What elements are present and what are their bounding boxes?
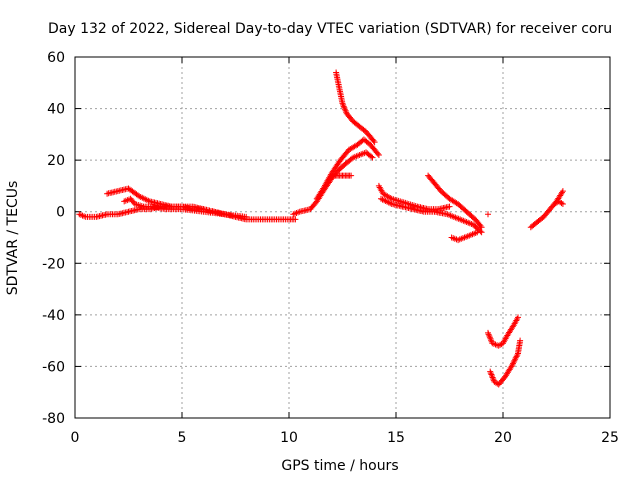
y-axis-label: SDTVAR / TECUs xyxy=(5,181,21,296)
data-point xyxy=(371,139,378,146)
x-tick-label: 0 xyxy=(71,430,80,446)
data-point xyxy=(488,337,495,344)
series-track-p xyxy=(551,198,566,207)
data-point xyxy=(292,216,299,223)
plot-frame xyxy=(74,56,611,419)
x-tick-label: 20 xyxy=(494,430,512,446)
data-point xyxy=(513,353,520,360)
data-point xyxy=(487,370,494,377)
data-point xyxy=(243,213,250,220)
data-point xyxy=(508,363,515,370)
data-point xyxy=(486,332,493,339)
series-track-j xyxy=(425,172,485,231)
chart-title: Day 132 of 2022, Sidereal Day-to-day VTE… xyxy=(48,21,612,37)
data-point xyxy=(340,103,347,110)
data-point xyxy=(558,200,565,207)
data-point xyxy=(477,228,484,235)
series-track-k xyxy=(448,229,481,244)
x-tick-label: 10 xyxy=(280,430,298,446)
series-track-e xyxy=(313,136,382,202)
y-tick-label: 20 xyxy=(47,153,65,169)
y-tick-label: -20 xyxy=(42,256,65,272)
data-point xyxy=(485,211,491,218)
data-point xyxy=(329,173,336,180)
series-track-g xyxy=(326,172,355,182)
x-tick-label: 15 xyxy=(387,430,405,446)
data-point xyxy=(510,359,517,366)
series-track-m xyxy=(485,314,521,349)
data-point xyxy=(490,376,497,382)
data-point xyxy=(375,152,382,158)
data-point xyxy=(559,188,566,195)
data-point xyxy=(374,150,381,157)
y-tick-label: 0 xyxy=(56,205,65,221)
tick-layer: 0 5 10 15 20 25 -80 -60 -40 -20 0 20 40 60 xyxy=(42,50,619,446)
x-tick-label: 25 xyxy=(601,430,619,446)
y-tick-label: -60 xyxy=(42,359,65,375)
series-track-n xyxy=(487,337,524,388)
series-track-f xyxy=(333,69,378,146)
data-point xyxy=(387,195,394,201)
data-point xyxy=(446,203,453,210)
series-track-l xyxy=(485,211,491,218)
y-tick-label: 60 xyxy=(47,50,65,66)
data-point xyxy=(348,172,355,179)
data-point xyxy=(370,137,377,144)
data-point xyxy=(559,201,566,207)
series-track-c xyxy=(121,195,250,220)
data-point xyxy=(515,314,521,321)
data-point xyxy=(511,357,518,364)
y-tick-label: -40 xyxy=(42,308,65,324)
series-track-o xyxy=(527,188,566,231)
data-point xyxy=(478,224,485,231)
data-layer xyxy=(76,69,566,388)
data-point xyxy=(517,337,524,344)
y-tick-label: 40 xyxy=(47,102,65,118)
data-point xyxy=(477,222,484,229)
series-track-d xyxy=(290,149,376,218)
series-track-a xyxy=(76,203,299,223)
data-point xyxy=(368,153,375,160)
data-point xyxy=(509,362,516,368)
grid-layer xyxy=(75,57,610,418)
x-axis-label: GPS time / hours xyxy=(281,458,398,474)
data-point xyxy=(474,229,481,236)
x-tick-label: 5 xyxy=(178,430,187,446)
data-point xyxy=(369,154,376,161)
y-tick-label: -80 xyxy=(42,411,65,427)
